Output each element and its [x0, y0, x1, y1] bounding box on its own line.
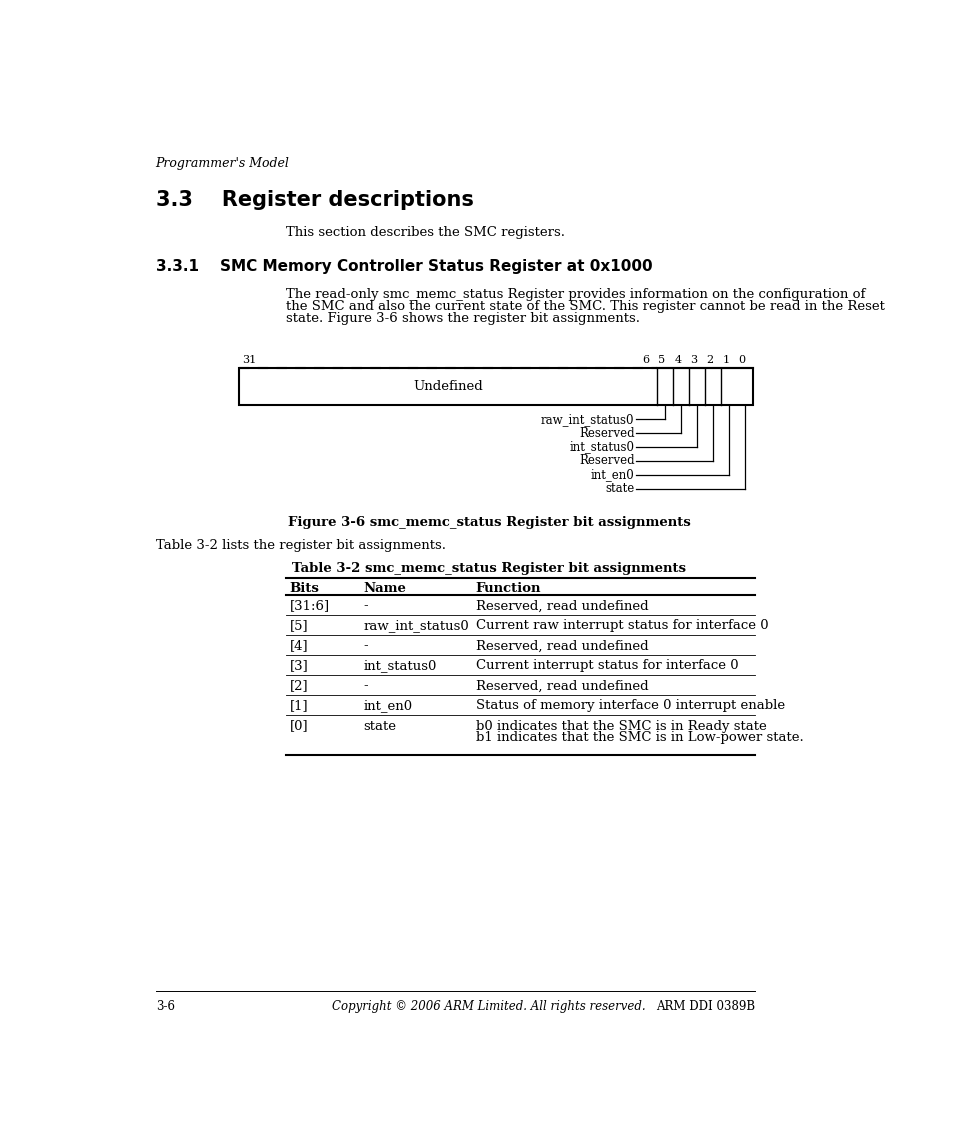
Text: [0]: [0] [290, 719, 308, 733]
Text: Name: Name [363, 582, 406, 594]
Text: state. Figure 3-6 shows the register bit assignments.: state. Figure 3-6 shows the register bit… [286, 313, 639, 325]
Text: -: - [363, 599, 368, 613]
Text: Copyright © 2006 ARM Limited. All rights reserved.: Copyright © 2006 ARM Limited. All rights… [332, 1000, 645, 1013]
Text: Current interrupt status for interface 0: Current interrupt status for interface 0 [476, 660, 738, 672]
Text: Status of memory interface 0 interrupt enable: Status of memory interface 0 interrupt e… [476, 700, 784, 712]
Text: state: state [605, 482, 634, 495]
Text: ARM DDI 0389B: ARM DDI 0389B [655, 1000, 754, 1013]
Text: Undefined: Undefined [413, 380, 482, 394]
Text: int_en0: int_en0 [590, 468, 634, 481]
Text: This section describes the SMC registers.: This section describes the SMC registers… [286, 226, 564, 239]
Text: 5: 5 [658, 355, 665, 364]
Text: Reserved: Reserved [578, 455, 634, 467]
Text: raw_int_status0: raw_int_status0 [540, 412, 634, 426]
Text: the SMC and also the current state of the SMC. This register cannot be read in t: the SMC and also the current state of th… [286, 300, 883, 314]
Text: int_status0: int_status0 [363, 660, 436, 672]
Text: -: - [363, 679, 368, 693]
Text: [3]: [3] [290, 660, 308, 672]
Text: 31: 31 [241, 355, 255, 364]
Text: 0: 0 [738, 355, 745, 364]
Text: Function: Function [476, 582, 540, 594]
Text: [2]: [2] [290, 679, 308, 693]
Text: The read-only smc_memc_status Register provides information on the configuration: The read-only smc_memc_status Register p… [286, 289, 864, 301]
Text: 3.3.1    SMC Memory Controller Status Register at 0x1000: 3.3.1 SMC Memory Controller Status Regis… [155, 259, 652, 274]
Text: 4: 4 [674, 355, 680, 364]
Text: raw_int_status0: raw_int_status0 [363, 619, 469, 632]
Text: 3: 3 [690, 355, 697, 364]
Text: -: - [363, 639, 368, 653]
Text: Table 3-2 smc_memc_status Register bit assignments: Table 3-2 smc_memc_status Register bit a… [292, 562, 685, 576]
Text: [31:6]: [31:6] [290, 599, 330, 613]
Text: 3.3    Register descriptions: 3.3 Register descriptions [155, 190, 473, 210]
Text: Figure 3-6 smc_memc_status Register bit assignments: Figure 3-6 smc_memc_status Register bit … [287, 516, 690, 529]
Text: [1]: [1] [290, 700, 308, 712]
Text: Current raw interrupt status for interface 0: Current raw interrupt status for interfa… [476, 619, 767, 632]
Text: 6: 6 [641, 355, 649, 364]
Text: Programmer's Model: Programmer's Model [155, 157, 290, 169]
Text: int_status0: int_status0 [569, 441, 634, 453]
Text: int_en0: int_en0 [363, 700, 412, 712]
Text: Reserved: Reserved [578, 427, 634, 440]
Text: [4]: [4] [290, 639, 308, 653]
Text: 1: 1 [721, 355, 729, 364]
Text: Reserved, read undefined: Reserved, read undefined [476, 679, 648, 693]
Text: Table 3-2 lists the register bit assignments.: Table 3-2 lists the register bit assignm… [155, 539, 445, 552]
Text: state: state [363, 719, 395, 733]
Bar [239, 369, 753, 405]
Text: b0 indicates that the SMC is in Ready state: b0 indicates that the SMC is in Ready st… [476, 719, 765, 733]
Text: b1 indicates that the SMC is in Low-power state.: b1 indicates that the SMC is in Low-powe… [476, 731, 802, 744]
Text: Bits: Bits [290, 582, 319, 594]
Text: [5]: [5] [290, 619, 308, 632]
Text: Reserved, read undefined: Reserved, read undefined [476, 599, 648, 613]
Text: Reserved, read undefined: Reserved, read undefined [476, 639, 648, 653]
Text: 2: 2 [706, 355, 713, 364]
Text: 3-6: 3-6 [155, 1000, 174, 1013]
